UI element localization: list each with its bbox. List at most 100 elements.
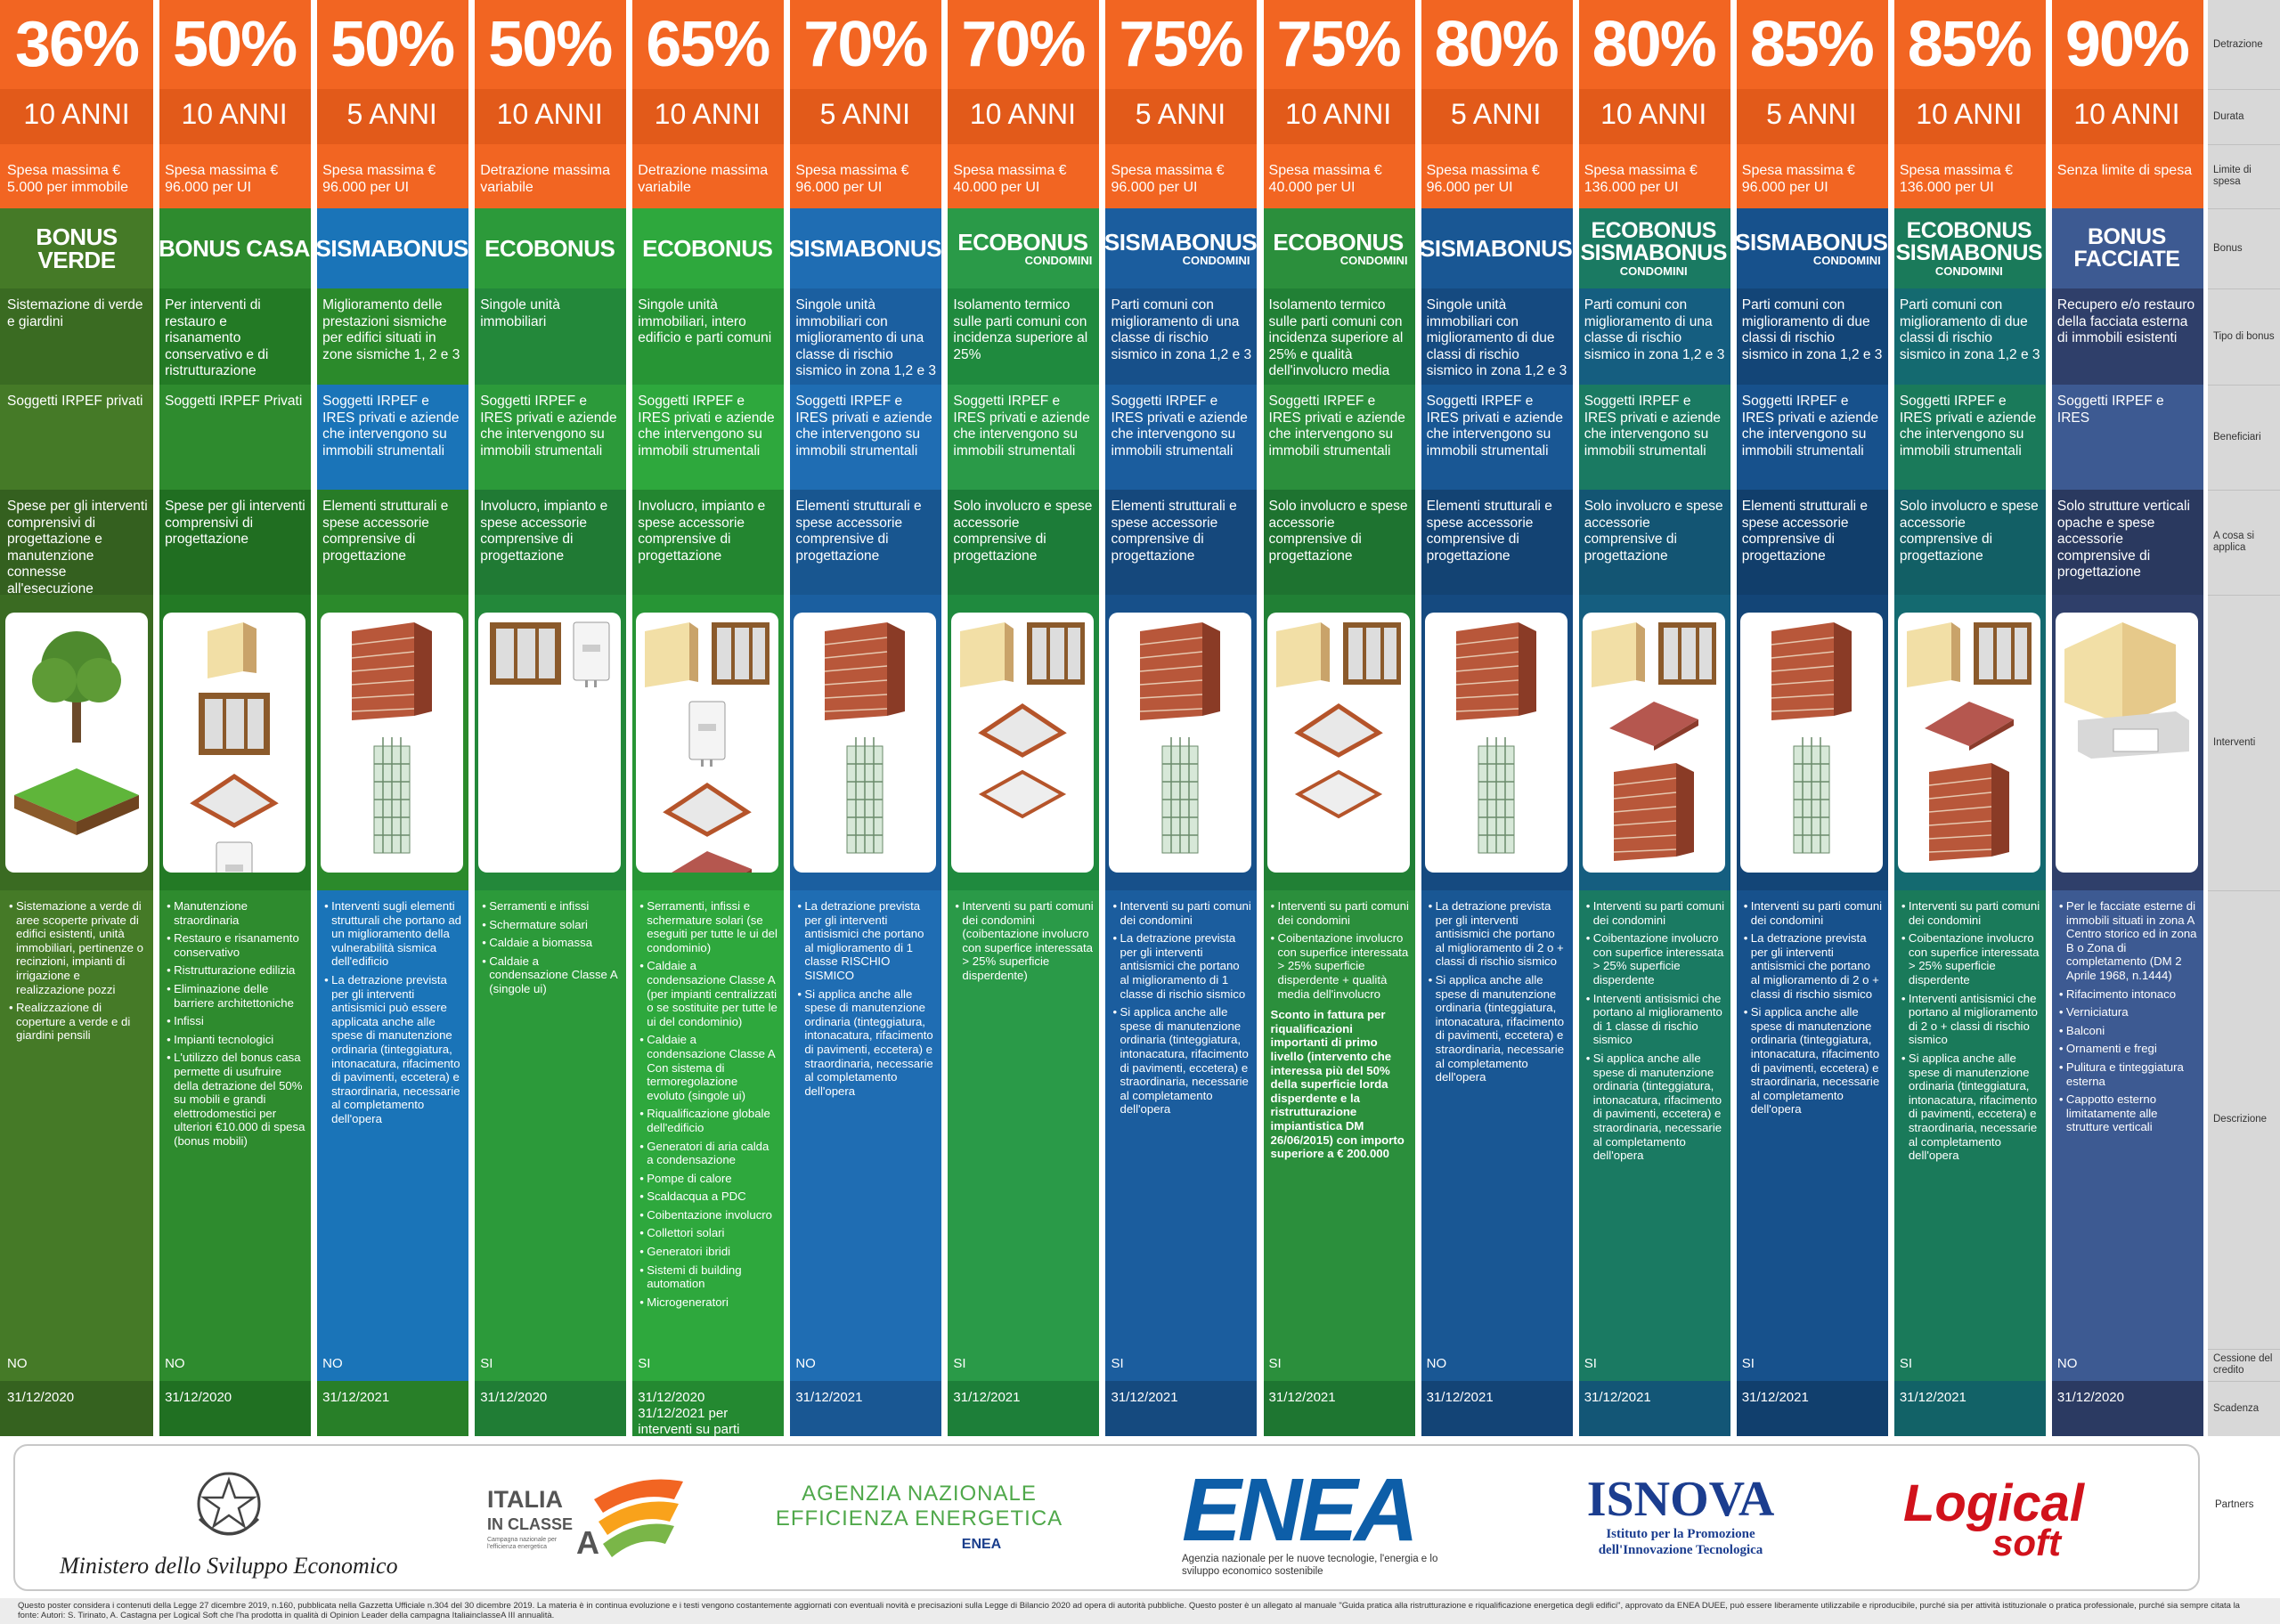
label-cessione: Cessione del credito	[2213, 1353, 2273, 1376]
rebar-column-image	[361, 733, 423, 862]
tipo-bonus: Singole unità immobiliari	[473, 288, 627, 385]
a-cosa-si-applica: Elementi strutturali e spese accessorie …	[788, 490, 942, 595]
column-divider	[314, 0, 318, 1436]
column-divider	[471, 0, 476, 1436]
row-labels-column: Detrazione Durata Limite di spesa Bonus …	[2208, 0, 2280, 1436]
enea-logo: ENEA Agenzia nazionale per le nuove tecn…	[1182, 1460, 1438, 1577]
bonus-name: SISMABONUS	[315, 208, 469, 288]
wall-window-image	[1902, 618, 2036, 694]
a-cosa-si-applica: Elementi strutturali e spese accessorie …	[1103, 490, 1258, 595]
bonus-column: 85% 10 ANNI Spesa massima € 136.000 per UI…	[1892, 0, 2046, 1436]
a-cosa-si-applica: Solo strutture verticali opache e spese …	[2049, 490, 2203, 595]
limite-spesa: Spesa massima € 96.000 per UI	[1734, 144, 1888, 208]
agenzia-efficienza-logo: AGENZIA NAZIONALE EFFICIENZA ENERGETICA …	[775, 1482, 1063, 1552]
rebar-column-image	[1780, 733, 1843, 862]
detrazione-percent: 36%	[0, 0, 153, 89]
cessione-credito: SI	[473, 1349, 627, 1381]
beneficiari: Soggetti IRPEF e IRES	[2049, 385, 2203, 490]
scadenza: 31/12/2020	[0, 1381, 153, 1436]
roof-image	[1293, 697, 1383, 764]
durata-value: 5 ANNI	[788, 89, 942, 144]
durata-value: 10 ANNI	[0, 89, 153, 144]
column-divider	[1890, 0, 1894, 1436]
descrizione: Interventi sugli elementi strutturali ch…	[315, 890, 469, 1349]
brick-wall-image	[1605, 759, 1703, 870]
interventi-images	[1103, 595, 1258, 890]
detrazione-percent: 80%	[1419, 0, 1573, 89]
scadenza: 31/12/2021	[946, 1381, 1100, 1436]
cessione-credito: SI	[1576, 1349, 1730, 1381]
detrazione-percent: 75%	[1103, 0, 1258, 89]
label-beneficiari: Beneficiari	[2213, 431, 2261, 443]
scadenza: 31/12/2020	[2049, 1381, 2203, 1436]
scadenza: 31/12/2021	[788, 1381, 942, 1436]
interventi-images	[1734, 595, 1888, 890]
bonus-name: BONUS FACCIATE	[2049, 208, 2203, 288]
a-cosa-si-applica: Elementi strutturali e spese accessorie …	[1419, 490, 1573, 595]
limite-spesa: Spesa massima € 136.000 per UI	[1892, 144, 2046, 208]
a-cosa-si-applica: Spese per gli interventi comprensivi di …	[0, 490, 153, 595]
boiler-image	[685, 697, 729, 773]
bonus-name: ECOBONUS SISMABONUS CONDOMINI	[1576, 208, 1730, 288]
detrazione-percent: 85%	[1734, 0, 1888, 89]
descrizione: Interventi su parti comuni dei condomini…	[946, 890, 1100, 1349]
boiler-image	[569, 618, 614, 694]
a-cosa-si-applica: Spese per gli interventi comprensivi di …	[158, 490, 312, 595]
bonus-table: 36% 10 ANNI Spesa massima € 5.000 per immo…	[0, 0, 2280, 1436]
interventi-images	[0, 595, 153, 890]
italia-in-classe-a-logo: ITALIA IN CLASSE Campagna nazionale per …	[487, 1473, 692, 1579]
brick-wall-image	[816, 618, 914, 729]
descrizione: Per le facciate esterne di immobili situ…	[2049, 890, 2203, 1349]
tipo-bonus: Singole unità immobiliari con migliorame…	[1419, 288, 1573, 385]
scadenza: 31/12/2020	[158, 1381, 312, 1436]
scadenza: 31/12/2021	[315, 1381, 469, 1436]
bonus-column: 85% 5 ANNI Spesa massima € 96.000 per UI SI…	[1734, 0, 1888, 1436]
durata-value: 10 ANNI	[473, 89, 627, 144]
ceiling-image	[1294, 767, 1383, 825]
bonus-column: 50% 10 ANNI Detrazione massima variabile EC…	[473, 0, 627, 1436]
descrizione: Interventi su parti comuni dei condomini…	[1892, 890, 2046, 1349]
label-descrizione: Descrizione	[2213, 1114, 2268, 1125]
durata-value: 10 ANNI	[2049, 89, 2203, 144]
rebar-column-image	[834, 733, 896, 862]
interventi-images	[631, 595, 785, 890]
tipo-bonus: Parti comuni con miglioramento di una cl…	[1576, 288, 1730, 385]
tipo-bonus: Miglioramento delle prestazioni sismiche…	[315, 288, 469, 385]
limite-spesa: Senza limite di spesa	[2049, 144, 2203, 208]
wall-window-image	[1272, 618, 1405, 694]
roof-image	[978, 697, 1068, 764]
tile-roof-image	[658, 847, 756, 873]
bonus-column: 90% 10 ANNI Senza limite di spesa BONUS FACC…	[2049, 0, 2203, 1436]
tree-image	[10, 618, 143, 756]
descrizione: Interventi su parti comuni dei condomini…	[1734, 890, 1888, 1349]
label-a-cosa: A cosa si applica	[2213, 531, 2255, 553]
scadenza: 31/12/2020 31/12/2021 per interventi su …	[631, 1381, 785, 1436]
scadenza: 31/12/2021	[1734, 1381, 1888, 1436]
bonus-name: SISMABONUS	[1419, 208, 1573, 288]
a-cosa-si-applica: Solo involucro e spese accessorie compre…	[1261, 490, 1415, 595]
interventi-images	[1892, 595, 2046, 890]
tipo-bonus: Isolamento termico sulle parti comuni co…	[1261, 288, 1415, 385]
limite-spesa: Spesa massima € 40.000 per UI	[946, 144, 1100, 208]
mise-name: Ministero dello Sviluppo Economico	[60, 1553, 398, 1579]
a-cosa-si-applica: Solo involucro e spese accessorie compre…	[1892, 490, 2046, 595]
limite-spesa: Spesa massima € 96.000 per UI	[1419, 144, 1573, 208]
beneficiari: Soggetti IRPEF e IRES privati e aziende …	[315, 385, 469, 490]
label-tipo: Tipo di bonus	[2213, 330, 2275, 342]
interventi-images	[1576, 595, 1730, 890]
cessione-credito: NO	[315, 1349, 469, 1381]
lawn-image	[10, 759, 143, 844]
durata-value: 10 ANNI	[158, 89, 312, 144]
durata-value: 10 ANNI	[1892, 89, 2046, 144]
column-divider	[1259, 0, 1264, 1436]
cessione-credito: SI	[1734, 1349, 1888, 1381]
wall-window-image	[956, 618, 1089, 694]
cessione-credito: NO	[2049, 1349, 2203, 1381]
limite-spesa: Detrazione massima variabile	[631, 144, 785, 208]
boiler-image	[212, 838, 256, 873]
interventi-images	[315, 595, 469, 890]
cessione-credito: NO	[158, 1349, 312, 1381]
column-divider	[1732, 0, 1737, 1436]
cessione-credito: NO	[0, 1349, 153, 1381]
durata-value: 10 ANNI	[946, 89, 1100, 144]
